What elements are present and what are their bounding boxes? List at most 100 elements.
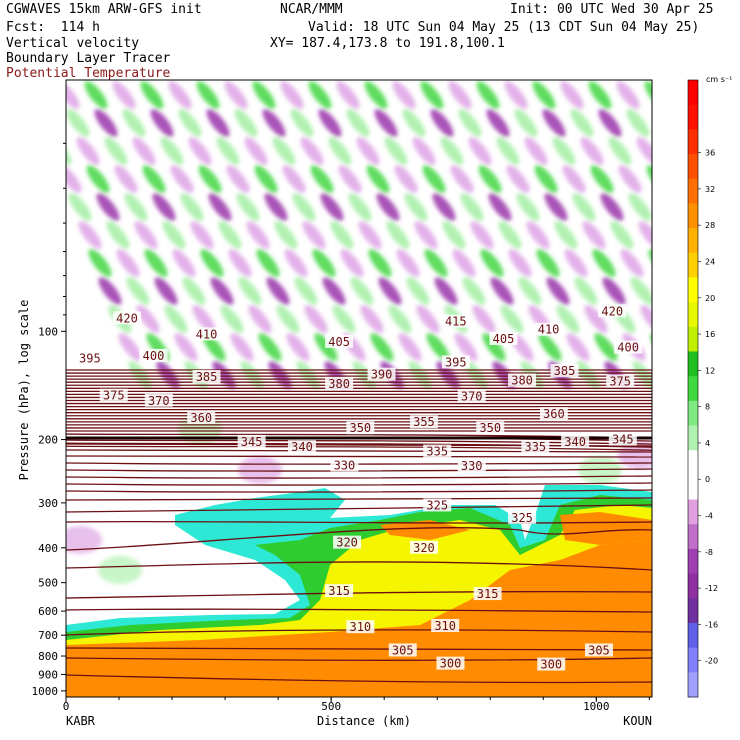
theta-contour bbox=[66, 608, 652, 613]
colorbar-level-label: -4 bbox=[705, 512, 713, 521]
cross-section-endpoints: XY= 187.4,173.8 to 191.8,100.1 bbox=[270, 36, 505, 51]
theta-contour bbox=[66, 527, 652, 551]
vertical-velocity-cell bbox=[290, 109, 314, 137]
vertical-velocity-cell bbox=[514, 109, 538, 137]
theta-contour bbox=[66, 378, 652, 381]
theta-label-bg bbox=[584, 643, 613, 657]
theta-label-bg bbox=[489, 331, 518, 345]
y-tick-label: 300 bbox=[38, 497, 58, 510]
vertical-velocity-cell bbox=[312, 249, 336, 277]
vertical-velocity-cell bbox=[328, 137, 352, 165]
theta-label-bg bbox=[508, 510, 537, 524]
vertical-velocity-cell bbox=[538, 333, 562, 361]
tracer-orange-region bbox=[66, 540, 652, 697]
theta-label-bg bbox=[346, 421, 375, 435]
theta-label-bg bbox=[606, 374, 635, 388]
vertical-velocity-cell bbox=[188, 137, 212, 165]
y-tick-label: 600 bbox=[38, 605, 58, 618]
theta-label-bg bbox=[423, 444, 452, 458]
vertical-velocity-cell bbox=[218, 221, 242, 249]
vertical-velocity-cell bbox=[657, 358, 687, 392]
theta-contour bbox=[66, 489, 652, 493]
vertical-velocity-cell bbox=[610, 221, 634, 249]
theta-label: 410 bbox=[196, 327, 218, 341]
theta-label: 330 bbox=[461, 459, 483, 473]
vertical-velocity-cell bbox=[552, 137, 576, 165]
colorbar-swatch bbox=[688, 573, 698, 599]
y-tick-label: 700 bbox=[38, 629, 58, 642]
vertical-velocity-cell bbox=[368, 249, 392, 277]
vertical-velocity-cell bbox=[280, 81, 304, 109]
vertical-velocity-cell bbox=[118, 333, 142, 361]
vertical-velocity-cell bbox=[616, 81, 640, 109]
vertical-velocity-cell bbox=[406, 277, 430, 305]
colorbar-frame bbox=[687, 79, 699, 698]
vertical-velocity-cell bbox=[556, 305, 580, 333]
theta-label-bg bbox=[99, 388, 128, 402]
colorbar-level-label: -20 bbox=[705, 657, 718, 666]
vertical-velocity-cell bbox=[500, 305, 524, 333]
vertical-velocity-cell bbox=[590, 165, 614, 193]
theta-label-bg bbox=[325, 376, 354, 390]
vertical-velocity-cell bbox=[594, 333, 618, 361]
vertical-velocity-cell bbox=[600, 193, 624, 221]
theta-contour bbox=[66, 520, 652, 524]
theta-label: 310 bbox=[349, 620, 371, 634]
vertical-velocity-cell bbox=[196, 81, 220, 109]
colorbar-swatch bbox=[688, 499, 698, 525]
y-tick-label: 800 bbox=[38, 650, 58, 663]
theta-label-bg bbox=[367, 367, 396, 381]
vertical-velocity-cell bbox=[134, 221, 158, 249]
vertical-velocity-cell bbox=[262, 109, 286, 137]
vertical-velocity-cell bbox=[582, 221, 606, 249]
organization-label: NCAR/MMM bbox=[280, 2, 343, 17]
theta-contour bbox=[66, 433, 652, 439]
plot-area: 420 410 395 400 405 415 405 410 420 400 385 380 390 3… bbox=[66, 80, 687, 697]
y-tick-label: 500 bbox=[38, 577, 58, 590]
theta-label-bg bbox=[388, 643, 417, 657]
vertical-velocity-cell bbox=[154, 277, 178, 305]
theta-label: 395 bbox=[445, 355, 467, 369]
colorbar-swatch bbox=[688, 598, 698, 624]
vertical-velocity-cell bbox=[480, 249, 504, 277]
vertical-velocity-cell bbox=[238, 456, 282, 484]
forecast-hour: Fcst: 114 h bbox=[6, 20, 100, 35]
theta-label: 345 bbox=[612, 433, 634, 447]
theta-label: 340 bbox=[291, 440, 313, 454]
theta-label: 320 bbox=[336, 536, 358, 550]
vertical-velocity-cell bbox=[68, 193, 92, 221]
colorbar-level-label: 16 bbox=[705, 330, 715, 339]
vertical-velocity-cell bbox=[164, 305, 188, 333]
vertical-velocity-cell bbox=[284, 249, 308, 277]
vertical-velocity-cell bbox=[524, 137, 548, 165]
theta-contour bbox=[66, 420, 652, 423]
vertical-velocity-cell bbox=[230, 333, 254, 361]
vertical-velocity-cell bbox=[440, 137, 464, 165]
vertical-velocity-cell bbox=[162, 221, 186, 249]
colorbar-swatch bbox=[688, 548, 698, 575]
colorbar-swatch bbox=[688, 474, 698, 501]
colorbar-swatch bbox=[688, 351, 698, 377]
theta-contour bbox=[66, 375, 652, 378]
vertical-velocity-cell bbox=[172, 249, 196, 277]
vertical-velocity-cell bbox=[564, 249, 588, 277]
theta-contour bbox=[66, 590, 652, 599]
vertical-velocity-cell bbox=[496, 137, 520, 165]
theta-contour bbox=[66, 384, 652, 387]
colorbar-level-label: 28 bbox=[705, 221, 715, 230]
vertical-velocity-cell bbox=[182, 277, 206, 305]
vertical-velocity-cell bbox=[366, 165, 390, 193]
theta-label: 305 bbox=[392, 643, 414, 657]
vertical-velocity-cell bbox=[422, 165, 446, 193]
vertical-velocity-cell bbox=[150, 109, 174, 137]
theta-label-bg bbox=[144, 393, 173, 407]
vertical-velocity-cell bbox=[302, 221, 326, 249]
theta-label: 370 bbox=[148, 394, 170, 408]
theta-contour bbox=[66, 423, 652, 426]
theta-label: 420 bbox=[116, 311, 138, 325]
vertical-velocity-cell bbox=[168, 81, 192, 109]
vertical-velocity-cell bbox=[608, 137, 632, 165]
theta-label: 375 bbox=[103, 389, 125, 403]
vertical-velocity-cell bbox=[638, 221, 652, 249]
